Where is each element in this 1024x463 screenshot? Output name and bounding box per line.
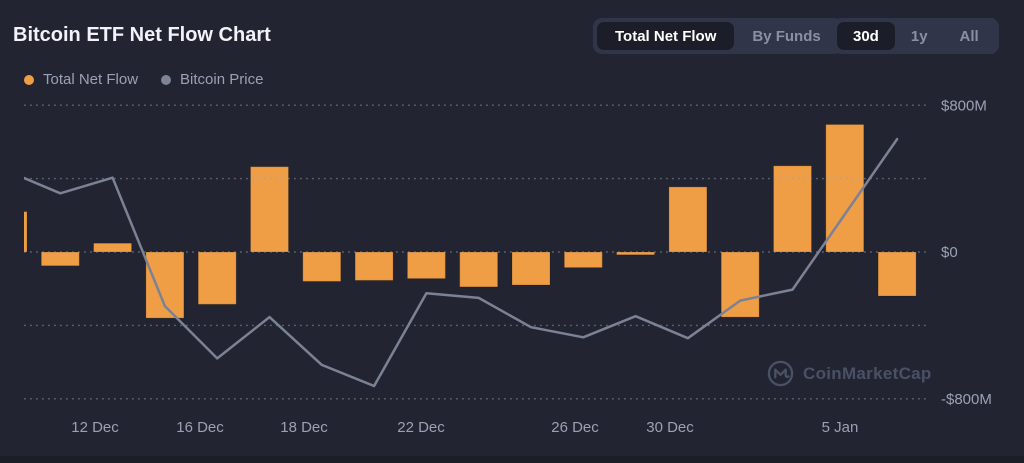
bitcoin-price-line (24, 137, 899, 388)
x-axis-tick: 26 Dec (551, 419, 599, 436)
card-bottom-edge (0, 456, 1024, 463)
netflow-bar[interactable] (877, 251, 917, 297)
range-toggle-option-all[interactable]: All (944, 22, 995, 50)
y-axis-tick: -$800M (941, 391, 992, 408)
x-axis-tick: 30 Dec (646, 419, 694, 436)
legend-dot-orange-icon (24, 74, 34, 85)
coinmarketcap-logo-icon (767, 360, 794, 387)
chart-legend: Total Net Flow Bitcoin Price (24, 71, 263, 88)
range-toggle-option-1y[interactable]: 1y (895, 22, 944, 50)
coinmarketcap-watermark: CoinMarketCap (766, 359, 932, 388)
netflow-bar[interactable] (720, 251, 760, 318)
netflow-bar[interactable] (668, 186, 708, 253)
x-axis-tick: 12 Dec (71, 419, 119, 436)
watermark-text: CoinMarketCap (803, 363, 932, 383)
legend-label: Bitcoin Price (180, 71, 264, 88)
netflow-bar[interactable] (616, 251, 656, 256)
x-axis-tick: 5 Jan (822, 419, 859, 436)
netflow-bar[interactable] (459, 251, 499, 288)
netflow-bar[interactable] (0, 211, 28, 253)
range-toggle: 30d 1y All (833, 18, 999, 54)
view-toggle: Total Net Flow By Funds (593, 18, 843, 54)
x-axis-tick: 18 Dec (280, 419, 328, 436)
legend-item-total-net-flow[interactable]: Total Net Flow (24, 71, 138, 88)
netflow-bar[interactable] (511, 251, 551, 286)
y-axis-tick: $0 (941, 244, 958, 261)
legend-dot-gray-icon (161, 74, 172, 85)
netflow-bar[interactable] (406, 251, 446, 280)
legend-item-bitcoin-price[interactable]: Bitcoin Price (161, 71, 263, 88)
netflow-bar[interactable] (40, 251, 80, 267)
view-toggle-option-by-funds[interactable]: By Funds (734, 22, 838, 50)
x-axis-tick: 16 Dec (176, 419, 224, 436)
netflow-bar[interactable] (773, 165, 812, 253)
legend-label: Total Net Flow (43, 71, 139, 88)
netflow-bar[interactable] (302, 251, 342, 282)
y-axis-tick: $800M (941, 97, 987, 114)
netflow-bar[interactable] (197, 251, 237, 305)
view-toggle-option-total-net-flow[interactable]: Total Net Flow (597, 22, 735, 50)
page-title: Bitcoin ETF Net Flow Chart (13, 24, 271, 46)
range-toggle-option-30d[interactable]: 30d (837, 22, 895, 50)
netflow-bar[interactable] (93, 242, 133, 253)
netflow-bar[interactable] (563, 251, 603, 269)
netflow-bar[interactable] (250, 166, 289, 253)
x-axis-tick: 22 Dec (397, 419, 445, 436)
netflow-bar[interactable] (145, 251, 185, 319)
netflow-bar[interactable] (354, 251, 394, 281)
